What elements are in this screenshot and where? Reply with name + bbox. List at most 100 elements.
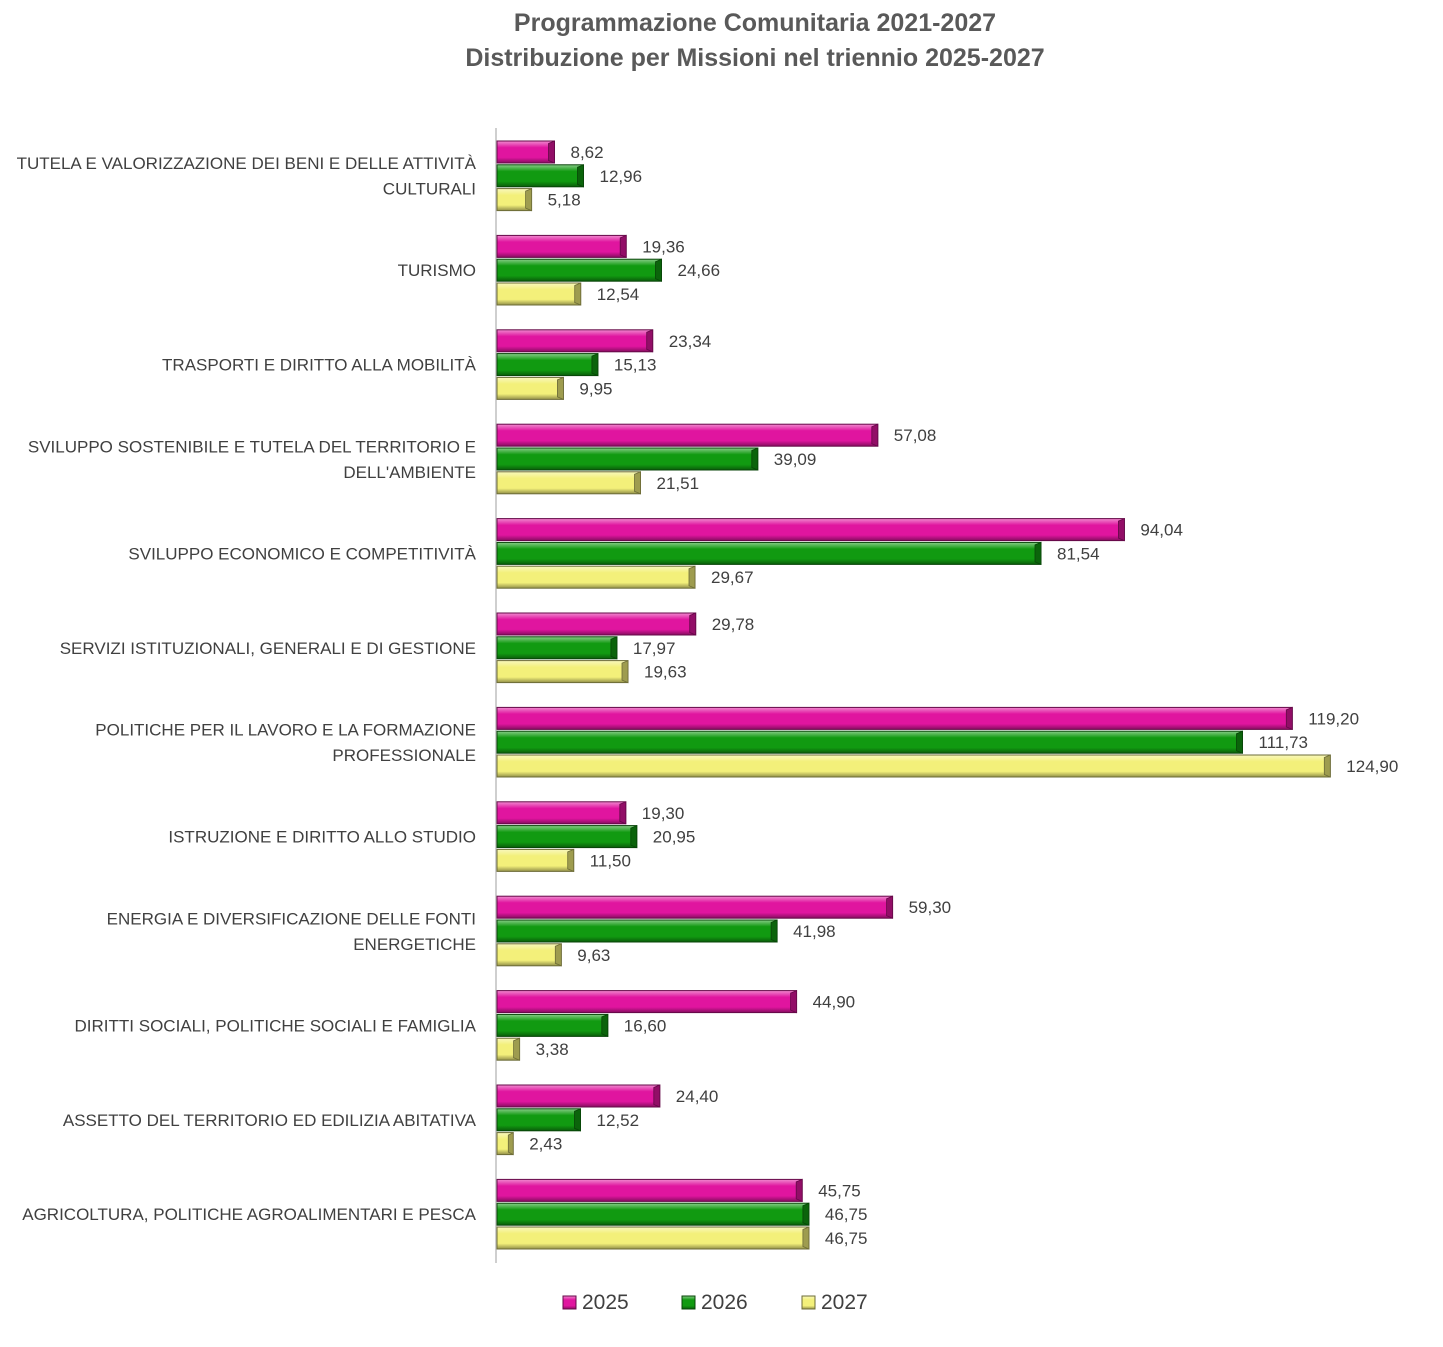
bar-2025 [496,329,654,353]
chart-title-line-1: Programmazione Comunitaria 2021-2027 [514,9,996,37]
legend: 2025 2026 2027 [562,1291,868,1314]
bar-2025 [496,990,798,1014]
value-label-2026: 12,96 [600,167,643,186]
value-label-2027: 11,50 [590,851,631,870]
value-label-2026: 12,52 [597,1111,640,1130]
bar-2025 [496,895,894,919]
bar-end-cap-2025 [795,1178,803,1203]
bar-2027 [496,282,582,306]
bar-2027 [496,848,575,872]
bar-end-cap-2027 [567,848,575,873]
value-label-2027: 46,75 [825,1229,868,1248]
bar-2026 [496,353,599,377]
value-label-2027: 3,38 [536,1040,569,1059]
category-labels: TUTELA E VALORIZZAZIONE DEI BENI E DELLE… [17,154,477,1224]
bar-2025 [496,234,627,258]
bar-2026 [496,1202,810,1226]
bar-2027 [496,660,629,684]
bar-2025 [496,612,697,636]
bar-end-cap-2027 [513,1037,520,1061]
bar-end-cap-2025 [1118,517,1125,542]
value-label-2025: 44,90 [813,993,856,1012]
value-label-2026: 111,73 [1259,733,1308,752]
value-label-2027: 9,63 [577,946,610,965]
value-label-2025: 29,78 [712,615,755,634]
legend-swatch-2026 [681,1295,696,1310]
bar-end-cap-2026 [630,824,638,849]
bar-end-cap-2026 [610,636,618,660]
bar-2027 [496,565,696,589]
value-label-2026: 17,97 [633,639,676,658]
category-label: CULTURALI [383,180,476,199]
bar-end-cap-2026 [574,1108,581,1132]
bar-2026 [496,164,584,188]
bar-2026 [496,258,662,282]
legend-swatch-2025 [562,1295,577,1310]
bar-end-cap-2027 [507,1131,514,1156]
bar-end-cap-2025 [689,612,697,636]
value-labels: 8,62 19,36 23,34 57,08 94,04 29,78 119,20 19,30… [529,143,1398,1248]
value-label-2027: 12,54 [597,285,640,304]
bar-2027 [496,376,564,400]
category-label: DIRITTI SOCIALI, POLITICHE SOCIALI E FAM… [75,1016,477,1035]
value-label-2027: 19,63 [644,663,687,682]
bar-2025 [496,140,555,164]
bar-2026 [496,730,1243,754]
value-label-2026: 46,75 [825,1205,868,1224]
bar-2026 [496,447,759,471]
value-label-2026: 81,54 [1057,544,1100,563]
bar-2025 [496,423,879,447]
category-label: DELL'AMBIENTE [343,463,476,482]
legend-label-2027: 2027 [821,1291,868,1314]
bar-end-cap-2027 [634,471,641,495]
value-label-2025: 24,40 [676,1087,719,1106]
bar-end-cap-2027 [554,943,562,967]
value-label-2025: 23,34 [669,332,712,351]
legend-label-2025: 2025 [582,1291,629,1314]
value-label-2025: 19,36 [642,237,685,256]
legend-label-2026: 2026 [701,1291,748,1314]
bar-2027 [496,471,641,495]
value-label-2025: 57,08 [894,426,937,445]
bar-2026 [496,1013,609,1037]
bar-2025 [496,1084,661,1108]
category-label: SERVIZI ISTITUZIONALI, GENERALI E DI GES… [60,639,476,658]
bar-2026 [496,825,638,849]
value-label-2027: 2,43 [529,1135,562,1154]
bar-2026 [496,541,1042,565]
bar-2027 [496,943,562,967]
chart-title-line-2: Distribuzione per Missioni nel triennio … [465,44,1044,72]
bar-end-cap-2025 [619,234,627,258]
bar-end-cap-2026 [591,353,599,377]
value-label-2026: 15,13 [614,356,657,375]
value-label-2027: 29,67 [711,568,754,587]
bar-end-cap-2026 [751,447,759,471]
bar-end-cap-2025 [886,895,893,919]
value-label-2027: 5,18 [548,191,581,210]
value-label-2026: 16,60 [624,1016,667,1035]
value-label-2025: 8,62 [571,143,604,162]
category-label: AGRICOLTURA, POLITICHE AGROALIMENTARI E … [22,1205,476,1224]
bar-end-cap-2027 [574,282,582,306]
bars [496,140,1331,1250]
category-label: SVILUPPO SOSTENIBILE E TUTELA DEL TERRIT… [28,437,476,456]
bar-2026 [496,636,618,660]
value-label-2025: 119,20 [1308,709,1359,728]
value-label-2027: 9,95 [579,379,612,398]
bar-2025 [496,1178,803,1202]
category-label: ISTRUZIONE E DIRITTO ALLO STUDIO [168,828,476,847]
bar-end-cap-2026 [577,164,584,188]
category-label: PROFESSIONALE [332,746,476,765]
value-label-2025: 45,75 [818,1181,861,1200]
category-label: SVILUPPO ECONOMICO E COMPETITIVITÀ [128,544,476,563]
bar-2027 [496,1226,810,1250]
bar-end-cap-2027 [1323,754,1331,778]
bar-end-cap-2025 [653,1084,661,1108]
bar-end-cap-2026 [1034,541,1042,566]
bar-end-cap-2025 [646,329,654,353]
category-label: ENERGIA E DIVERSIFICAZIONE DELLE FONTI [107,909,476,928]
bar-2025 [496,706,1293,730]
bar-end-cap-2025 [871,423,879,447]
bar-end-cap-2027 [621,659,629,684]
